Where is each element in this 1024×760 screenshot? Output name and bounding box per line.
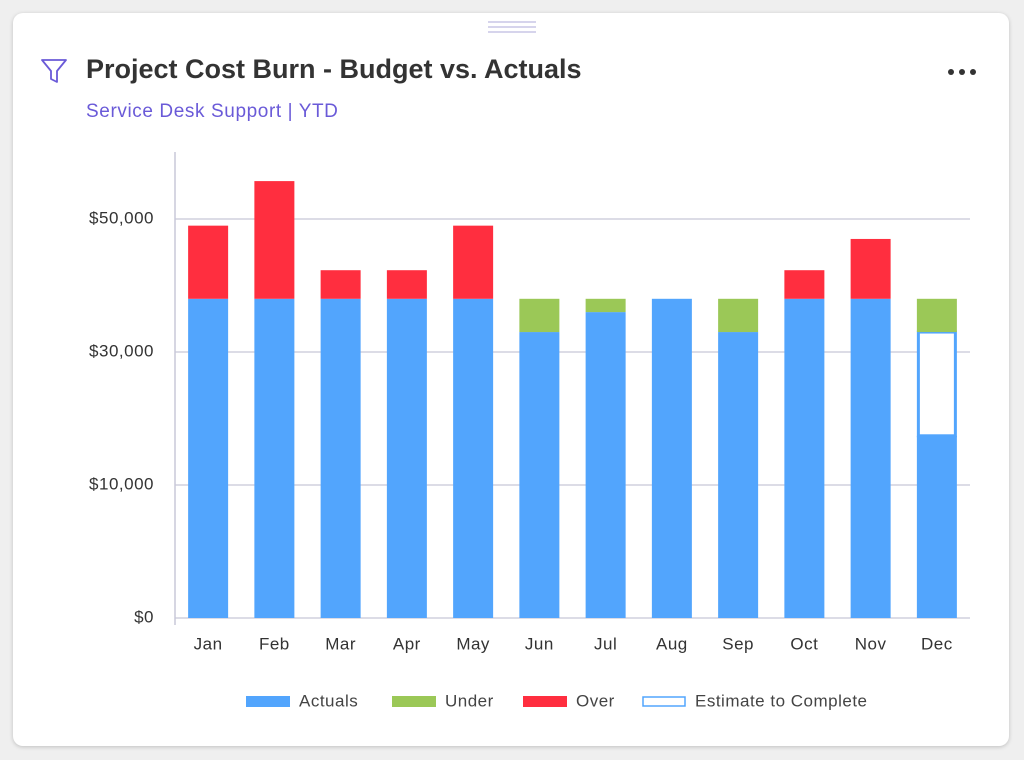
x-tick-label: Jun bbox=[525, 634, 554, 653]
bar-segment bbox=[585, 298, 626, 313]
bar-segment bbox=[585, 312, 626, 618]
x-tick-label: Nov bbox=[855, 634, 887, 653]
x-tick-label: Sep bbox=[722, 634, 754, 653]
bar-segment bbox=[916, 330, 957, 438]
bar-segment bbox=[188, 225, 229, 299]
legend-swatch bbox=[523, 696, 567, 707]
x-tick-label: Mar bbox=[325, 634, 356, 653]
bar-segment bbox=[386, 298, 427, 618]
chart-subtitle: Service Desk Support | YTD bbox=[86, 101, 339, 122]
bar-segment bbox=[386, 270, 427, 299]
bar-segment bbox=[916, 435, 957, 618]
x-tick-label: Jul bbox=[594, 634, 617, 653]
bar-segment bbox=[254, 181, 295, 299]
card bbox=[13, 13, 1009, 746]
bar-segment bbox=[850, 238, 891, 299]
x-tick-label: Jan bbox=[194, 634, 223, 653]
x-tick-label: Oct bbox=[790, 634, 818, 653]
more-menu[interactable] bbox=[948, 69, 976, 75]
bar-segment bbox=[651, 298, 692, 618]
bar-segment bbox=[916, 298, 957, 333]
legend-label: Actuals bbox=[299, 691, 358, 710]
bar-segment bbox=[320, 298, 361, 618]
x-tick-label: Apr bbox=[393, 634, 421, 653]
x-tick-label: Feb bbox=[259, 634, 290, 653]
bar-segment bbox=[453, 298, 494, 618]
bar-segment bbox=[188, 298, 229, 618]
y-tick-label: $50,000 bbox=[89, 208, 154, 227]
x-tick-label: May bbox=[456, 634, 490, 653]
chart-title: Project Cost Burn - Budget vs. Actuals bbox=[86, 54, 582, 84]
legend-swatch bbox=[246, 696, 290, 707]
drag-handle[interactable] bbox=[488, 21, 536, 33]
bar-segment bbox=[850, 298, 891, 618]
legend-label: Estimate to Complete bbox=[695, 691, 868, 710]
x-tick-label: Dec bbox=[921, 634, 953, 653]
legend-label: Under bbox=[445, 691, 494, 710]
bar-segment bbox=[784, 298, 825, 618]
legend-swatch bbox=[392, 696, 436, 707]
bar-segment bbox=[254, 298, 295, 618]
bar-segment bbox=[453, 225, 494, 299]
y-tick-label: $0 bbox=[134, 607, 154, 626]
bar-segment bbox=[519, 298, 560, 333]
bar-segment bbox=[784, 270, 825, 299]
bar-segment bbox=[519, 332, 560, 618]
y-tick-label: $30,000 bbox=[89, 341, 154, 360]
legend-swatch bbox=[642, 696, 686, 707]
x-tick-label: Aug bbox=[656, 634, 688, 653]
bar-segment bbox=[718, 298, 759, 333]
bar-segment bbox=[320, 270, 361, 299]
bar-segment bbox=[718, 332, 759, 618]
y-tick-label: $10,000 bbox=[89, 474, 154, 493]
filter-icon[interactable] bbox=[41, 59, 67, 83]
legend-label: Over bbox=[576, 691, 615, 710]
